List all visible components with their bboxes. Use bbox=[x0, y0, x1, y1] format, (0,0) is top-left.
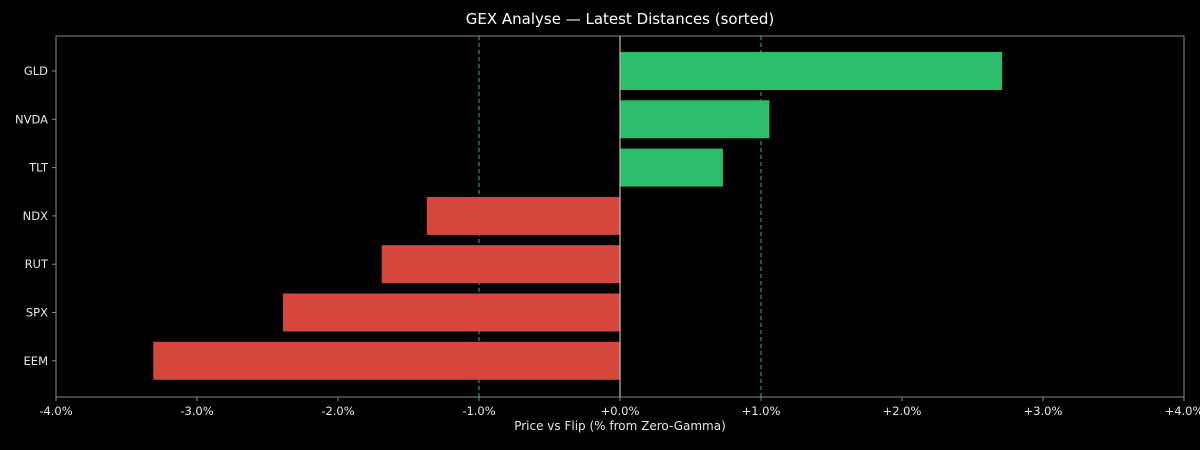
y-tick-label-spx: SPX bbox=[26, 306, 48, 320]
chart-title: GEX Analyse — Latest Distances (sorted) bbox=[466, 10, 775, 28]
y-tick-label-gld: GLD bbox=[24, 64, 48, 78]
x-axis: -4.0% -3.0% -2.0% -1.0% +0.0% +1.0% +2.0% +3.0%… bbox=[39, 397, 1200, 418]
bar-rut bbox=[381, 245, 620, 284]
x-tick-label: -2.0% bbox=[321, 404, 354, 418]
bars bbox=[153, 52, 1003, 380]
y-axis: GLD NVDA TLT NDX RUT SPX EEM bbox=[15, 64, 56, 368]
x-axis-label: Price vs Flip (% from Zero-Gamma) bbox=[514, 419, 726, 433]
x-tick-label: -4.0% bbox=[39, 404, 72, 418]
y-tick-label-ndx: NDX bbox=[23, 209, 48, 223]
x-tick-label: +1.0% bbox=[742, 404, 781, 418]
x-tick-label: +0.0% bbox=[601, 404, 640, 418]
x-tick-label: -1.0% bbox=[462, 404, 495, 418]
bar-tlt bbox=[620, 148, 723, 187]
bar-spx bbox=[283, 293, 620, 332]
bar-eem bbox=[153, 341, 621, 380]
x-tick-label: +4.0% bbox=[1165, 404, 1200, 418]
bar-nvda bbox=[620, 100, 770, 139]
x-tick-label: -3.0% bbox=[180, 404, 213, 418]
y-tick-label-eem: EEM bbox=[24, 354, 48, 368]
x-tick-label: +2.0% bbox=[883, 404, 922, 418]
y-tick-label-rut: RUT bbox=[25, 257, 49, 271]
bar-gld bbox=[620, 52, 1003, 90]
y-tick-label-nvda: NVDA bbox=[15, 112, 48, 126]
x-tick-label: +3.0% bbox=[1024, 404, 1063, 418]
bar-ndx bbox=[426, 196, 620, 235]
y-tick-label-tlt: TLT bbox=[28, 161, 49, 175]
